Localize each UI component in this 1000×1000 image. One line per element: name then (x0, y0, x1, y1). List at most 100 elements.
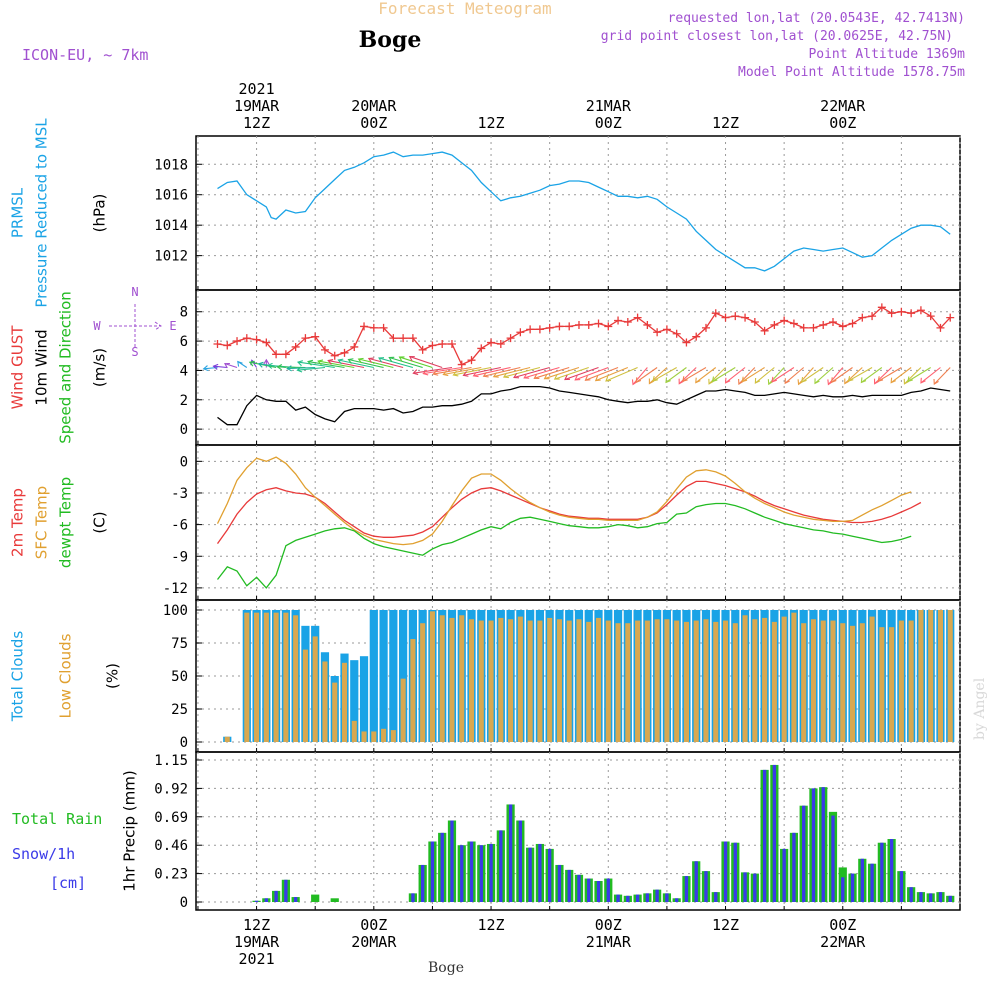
wind-direction-arrow (534, 366, 570, 379)
wind-arrow-head (543, 374, 550, 380)
snow-bar (489, 843, 493, 902)
wind-arrow-head (665, 377, 671, 384)
panel-label: (hPa) (91, 194, 109, 233)
low-cloud-bar (224, 736, 230, 742)
snow-bar (782, 848, 786, 902)
snow-bar (518, 820, 523, 902)
bottom-tick-label: 12Z (243, 916, 270, 934)
wind-arrow-head (307, 359, 314, 366)
snow-bar (499, 830, 503, 902)
wind-direction-arrow (844, 367, 863, 384)
wind-arrow-head (248, 360, 255, 367)
snow-bar (948, 895, 952, 902)
gust-marker (604, 322, 613, 331)
wind-arrow-head (412, 369, 419, 376)
snow-bar (645, 893, 650, 902)
wind-arrow-head (263, 358, 270, 365)
wind-arrow-head (920, 377, 926, 384)
gust-marker (672, 329, 681, 338)
wind-arrow-head (337, 358, 344, 365)
wind-direction-arrow (814, 367, 834, 384)
y-tick-label: 0 (180, 454, 188, 470)
panel-frame (195, 135, 961, 291)
wind-arrow-head (398, 356, 405, 362)
bottom-tick-label: 20MAR (351, 933, 397, 951)
low-cloud-bar (693, 620, 699, 742)
wind-direction-arrow (213, 365, 228, 369)
wind-arrow-head (860, 377, 867, 384)
gust-marker (262, 338, 271, 347)
wind-arrow-head (711, 376, 718, 383)
wind-direction-arrow (503, 366, 541, 378)
wind-direction-arrow (738, 367, 756, 385)
plot-area (252, 764, 955, 902)
low-cloud-bar (273, 612, 279, 742)
snow-bar (831, 815, 835, 902)
wind-direction-arrow (635, 367, 658, 383)
low-cloud-bar (683, 621, 689, 742)
wind-arrow-head (533, 373, 540, 379)
wind-arrow-head (771, 376, 777, 383)
compass-lines (109, 304, 162, 348)
snow-bar (596, 881, 601, 902)
wind-direction-arrow (564, 366, 599, 381)
y-tick-label: 2 (180, 393, 188, 409)
gust-marker (946, 313, 955, 322)
wind-direction-arrow (453, 366, 492, 376)
gust-marker (916, 306, 925, 315)
y-tick-label: 0.92 (154, 781, 188, 797)
footer-station: Boge (428, 960, 464, 976)
wind-arrow-head (933, 378, 939, 385)
snow-bar (723, 841, 728, 902)
wind-arrow-head (754, 377, 761, 384)
wind-direction-arrow (682, 367, 707, 382)
wind-arrow-head (847, 375, 854, 382)
low-cloud-bar (517, 616, 523, 742)
low-cloud-bar (410, 639, 416, 742)
rain-bar (311, 894, 320, 902)
point-altitude: Point Altitude 1369m (808, 47, 965, 62)
compass-south: S (131, 345, 138, 359)
wind-direction-arrow (297, 361, 335, 369)
low-cloud-bar (293, 615, 299, 742)
panel-clouds: 0 25 50 75 100 (163, 599, 961, 753)
gust-marker (516, 328, 525, 337)
station-title: Boge (359, 27, 422, 53)
total-cloud-bar (369, 610, 378, 742)
plot-area (216, 456, 922, 589)
panel-wind: 0 2 4 6 8 (180, 289, 961, 446)
low-cloud-bar (381, 728, 387, 742)
wind-direction-arrow (848, 367, 873, 382)
model-point-altitude: Model Point Altitude 1578.75m (738, 65, 965, 80)
snow-bar (675, 898, 679, 902)
low-cloud-bar (488, 620, 494, 742)
wind-direction-arrow (318, 360, 355, 369)
panel-precip: 0 0.23 0.46 0.69 0.92 1.15 (154, 751, 961, 911)
wind-direction-arrow (585, 366, 619, 381)
wind-direction-arrow (695, 367, 717, 384)
low-cloud-bar (508, 619, 514, 742)
snow-bar (420, 864, 425, 902)
series-line-wind-gust (217, 306, 951, 366)
wind-direction-arrow (798, 367, 814, 385)
y-tick-label: 0 (180, 422, 188, 438)
gust-marker (858, 313, 867, 322)
snow-bar (889, 839, 894, 902)
top-tick-label: 2021 (239, 80, 275, 98)
top-tick-label: 21MAR (586, 97, 632, 115)
plot-area (223, 610, 955, 742)
snow-bar (440, 832, 444, 902)
gust-marker (535, 325, 544, 334)
low-cloud-bar (898, 620, 904, 742)
wind-direction-arrow (328, 359, 365, 369)
gust-marker (682, 338, 691, 347)
snow-bar (938, 892, 943, 902)
super-title: Forecast Meteogram (378, 0, 551, 18)
snow-bar (841, 877, 845, 902)
low-cloud-bar (449, 617, 455, 742)
wind-arrow-head (286, 365, 292, 372)
y-tick-label: 0.23 (154, 867, 188, 883)
gust-marker (408, 334, 417, 343)
wind-arrow-head (378, 357, 385, 363)
low-cloud-bar (312, 636, 318, 742)
